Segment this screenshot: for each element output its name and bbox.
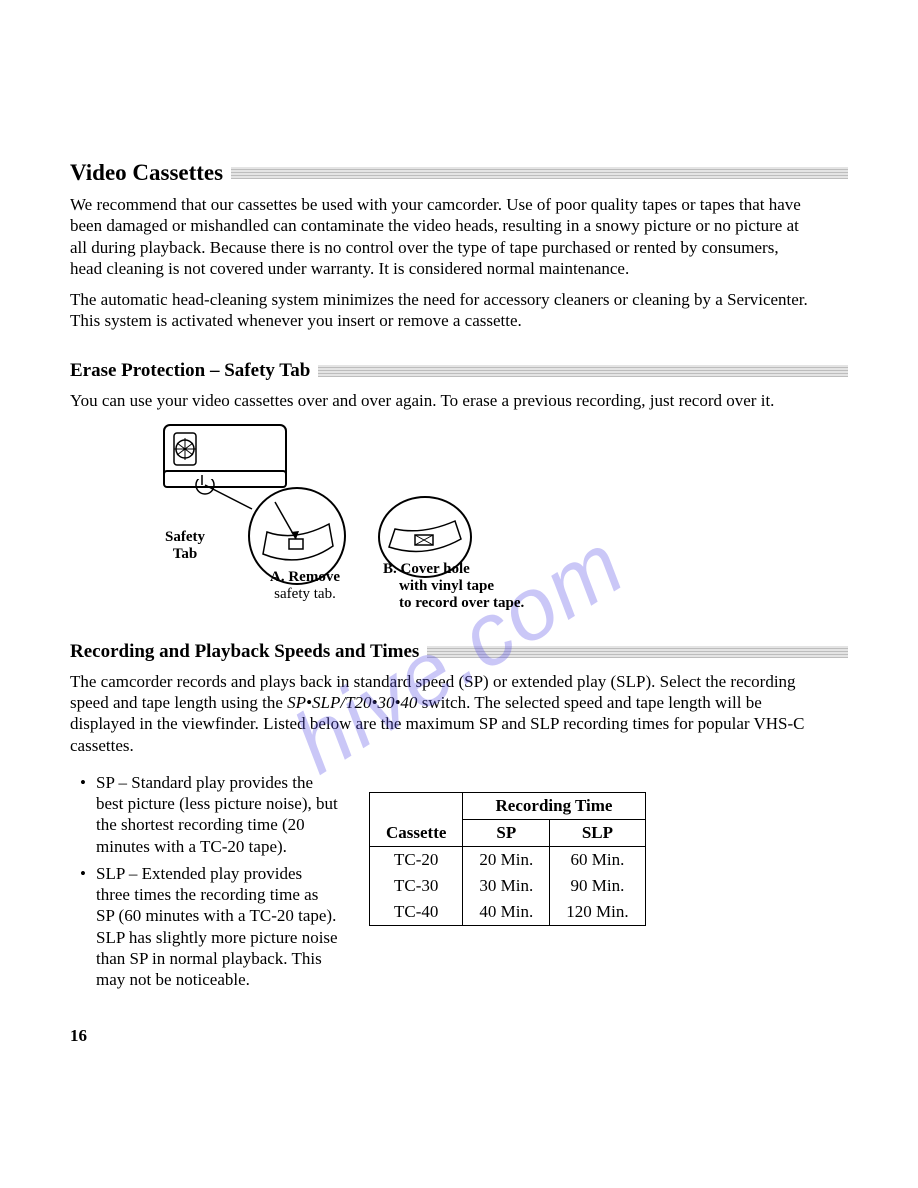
- table-row: Cassette Recording Time: [370, 792, 646, 819]
- table-row: TC-40 40 Min. 120 Min.: [370, 899, 646, 926]
- heading-text: Video Cassettes: [70, 160, 223, 186]
- heading-recording-playback: Recording and Playback Speeds and Times: [70, 641, 848, 663]
- heading-text: Recording and Playback Speeds and Times: [70, 641, 419, 663]
- table-header: Recording Time: [463, 792, 645, 819]
- heading-erase-protection: Erase Protection – Safety Tab: [70, 360, 848, 382]
- heading-text: Erase Protection – Safety Tab: [70, 360, 310, 382]
- recording-time-table: Cassette Recording Time SP SLP TC-20 20 …: [369, 792, 646, 926]
- table-header: Cassette: [370, 792, 463, 846]
- label-safety-tab: Safety Tab: [155, 529, 215, 564]
- paragraph-1: We recommend that our cassettes be used …: [70, 194, 810, 279]
- table-cell: 120 Min.: [550, 899, 645, 926]
- label-line: Safety: [165, 529, 205, 545]
- heading-rule: [318, 365, 848, 377]
- table-row: TC-20 20 Min. 60 Min.: [370, 846, 646, 873]
- table-cell: 30 Min.: [463, 873, 550, 899]
- label-bold: B. Cover hole: [383, 561, 470, 577]
- table-cell: 20 Min.: [463, 846, 550, 873]
- label-bold: A. Remove: [270, 569, 340, 585]
- heading-rule: [231, 167, 848, 179]
- label-a-remove: A. Remove safety tab.: [250, 569, 360, 604]
- label-b-cover: B. Cover hole with vinyl tape to record …: [375, 561, 543, 613]
- label-sub: to record over tape.: [383, 595, 524, 611]
- figure-safety-tab: Safety Tab A. Remove safety tab. B. Cove…: [70, 421, 848, 631]
- table-cell: TC-30: [370, 873, 463, 899]
- heading-rule: [427, 646, 848, 658]
- speeds-columns: SP – Standard play provides the best pic…: [70, 772, 848, 997]
- heading-video-cassettes: Video Cassettes: [70, 160, 848, 186]
- bullet-list: SP – Standard play provides the best pic…: [70, 772, 339, 997]
- table-cell: 40 Min.: [463, 899, 550, 926]
- paragraph-3: You can use your video cassettes over an…: [70, 390, 810, 411]
- table-cell: TC-20: [370, 846, 463, 873]
- paragraph-2: The automatic head-cleaning system minim…: [70, 289, 810, 332]
- table-cell: 60 Min.: [550, 846, 645, 873]
- list-item: SP – Standard play provides the best pic…: [84, 772, 339, 857]
- label-line: Tab: [173, 546, 197, 562]
- label-sub: safety tab.: [274, 586, 336, 602]
- label-sub: with vinyl tape: [383, 578, 494, 594]
- table-header: SP: [463, 819, 550, 846]
- table-header: SLP: [550, 819, 645, 846]
- para4-switch-name: SP•SLP/T20•30•40: [287, 693, 417, 712]
- paragraph-4: The camcorder records and plays back in …: [70, 671, 830, 756]
- document-page: hive.com Video Cassettes We recommend th…: [0, 0, 918, 1188]
- table-cell: TC-40: [370, 899, 463, 926]
- table-row: TC-30 30 Min. 90 Min.: [370, 873, 646, 899]
- table-cell: 90 Min.: [550, 873, 645, 899]
- page-number: 16: [70, 1026, 848, 1046]
- list-item: SLP – Extended play provides three times…: [84, 863, 339, 991]
